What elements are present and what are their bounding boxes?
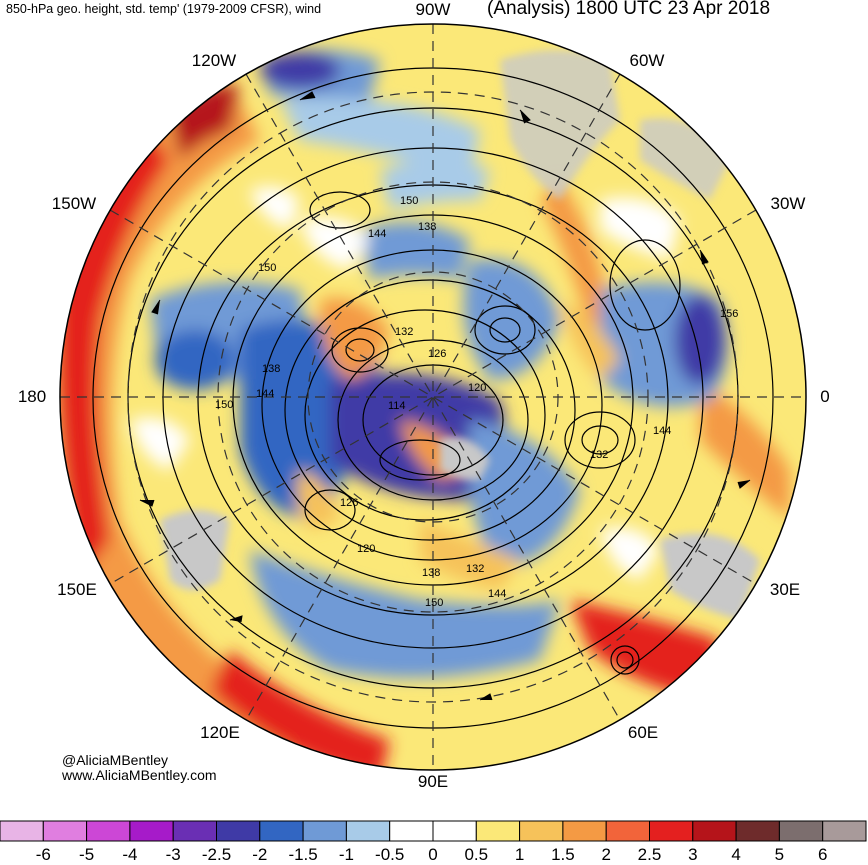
colorbar-swatch — [519, 820, 564, 842]
colorbar-swatch — [562, 820, 607, 842]
colorbar-swatch — [345, 820, 391, 842]
lon-label-120e: 120E — [200, 723, 240, 742]
contour-label: 150 — [400, 195, 418, 207]
colorbar-tick-label: 1.5 — [551, 845, 575, 864]
colorbar-swatch — [86, 820, 131, 842]
colorbar-swatch — [778, 820, 824, 842]
colorbar-tick-label: -2.5 — [201, 845, 232, 864]
lon-label-90w: 90W — [415, 0, 451, 19]
contour-label: 132 — [466, 563, 484, 575]
colorbar-swatch — [216, 820, 261, 842]
credit-website: www.AliciaMBentley.com — [62, 767, 217, 783]
lon-label-60w: 60W — [629, 51, 665, 70]
lon-label-0: 0 — [820, 387, 830, 406]
colorbar-swatch — [475, 820, 521, 842]
colorbar-swatch — [172, 820, 217, 842]
contour-value-labels: 150 138 144 150 132 126 138 144 150 114 … — [215, 195, 738, 609]
colorbar-tick-label: 0 — [428, 845, 438, 864]
colorbar-tick-label: 4 — [731, 845, 741, 864]
colorbar-swatch — [605, 820, 651, 842]
contour-label: 114 — [388, 400, 406, 412]
contour-label: 120 — [357, 543, 375, 555]
map-title-left: 850-hPa geo. height, std. temp' (1979-20… — [6, 2, 322, 16]
lon-label-150e: 150E — [57, 580, 97, 599]
lon-label-180: 180 — [17, 387, 47, 406]
colorbar-tick-label: -1.5 — [288, 845, 318, 864]
colorbar-tick-label: -5 — [79, 845, 95, 864]
contour-label: 144 — [653, 425, 671, 437]
contour-label: 144 — [488, 588, 506, 600]
colorbar-tick-label: 0.5 — [464, 845, 489, 864]
contour-label: 150 — [258, 262, 276, 274]
contour-label: 120 — [468, 382, 486, 394]
colorbar-tick-label: -3 — [165, 845, 181, 864]
contour-label: 144 — [256, 388, 274, 400]
map-title-right: (Analysis) 1800 UTC 23 Apr 2018 — [487, 0, 771, 19]
colorbar-swatch — [649, 820, 694, 842]
colorbar-swatch — [0, 820, 44, 842]
colorbar-swatch — [259, 820, 304, 842]
wind-barbs — [139, 91, 751, 701]
lon-label-30e: 30E — [769, 580, 801, 599]
colorbar-tick-label: 2.5 — [637, 845, 662, 864]
colorbar-tick-label: -2 — [252, 845, 268, 864]
contour-label: 144 — [368, 228, 386, 240]
credit-handle: @AliciaMBentley — [62, 752, 169, 768]
colorbar-swatch — [302, 820, 347, 842]
colorbar-swatch — [129, 820, 174, 842]
colorbar-swatch — [735, 820, 780, 842]
colorbar-swatch — [432, 820, 477, 842]
colorbar-tick-label: 6 — [817, 845, 828, 864]
contour-label: 132 — [590, 449, 608, 461]
lon-label-60e: 60E — [627, 723, 659, 742]
contour-label: 126 — [428, 348, 446, 360]
colorbar-tick-label: -6 — [35, 845, 51, 864]
lon-label-90e: 90E — [417, 772, 449, 791]
lon-label-30w: 30W — [770, 194, 806, 213]
colorbar-tick-label: -4 — [122, 845, 138, 864]
colorbar-swatch — [822, 820, 867, 842]
contour-label: 150 — [215, 399, 233, 411]
polar-map: 150 138 144 150 132 126 138 144 150 114 … — [59, 23, 807, 771]
contour-label: 150 — [425, 597, 443, 609]
colorbar-swatch — [389, 820, 434, 842]
map-boundary — [59, 23, 807, 771]
colorbar-swatch — [42, 820, 88, 842]
contour-label: 138 — [262, 363, 280, 375]
contour-label: 138 — [422, 567, 440, 579]
lon-label-150w: 150W — [51, 194, 97, 213]
lon-label-120w: 120W — [191, 51, 237, 70]
colorbar-swatch — [692, 820, 737, 842]
colorbar-tick-label: -1 — [338, 845, 354, 864]
contour-label: 132 — [395, 326, 413, 338]
contour-label: 138 — [418, 221, 436, 233]
colorbar-tick-label: 3 — [688, 845, 698, 864]
colorbar-tick-label: 1 — [514, 845, 525, 864]
colorbar-tick-label: -0.5 — [375, 845, 405, 864]
contour-label: 156 — [720, 308, 738, 320]
graticule — [60, 24, 806, 770]
colorbar-tick-label: 5 — [774, 845, 785, 864]
colorbar-tick-label: 2 — [601, 845, 611, 864]
colorbar — [0, 820, 867, 842]
contour-label: 126 — [340, 497, 358, 509]
